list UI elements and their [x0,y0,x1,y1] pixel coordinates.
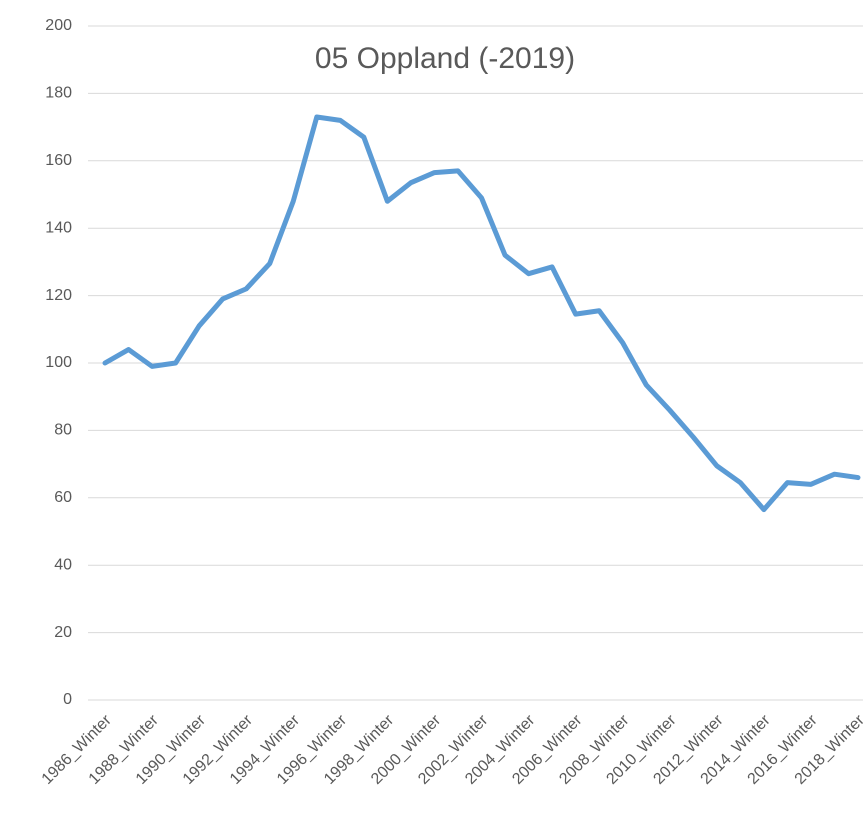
y-tick-label: 140 [45,219,72,236]
y-tick-label: 160 [45,152,72,169]
y-tick-label: 80 [54,422,72,439]
y-tick-label: 0 [63,691,72,708]
y-tick-label: 200 [45,17,72,34]
y-tick-label: 60 [54,489,72,506]
y-tick-label: 120 [45,287,72,304]
data-line [102,114,861,513]
chart-title: 05 Oppland (-2019) [315,42,575,75]
y-tick-label: 100 [45,354,72,371]
y-tick-label: 180 [45,85,72,102]
y-tick-label: 40 [54,556,72,573]
y-tick-label: 20 [54,624,72,641]
